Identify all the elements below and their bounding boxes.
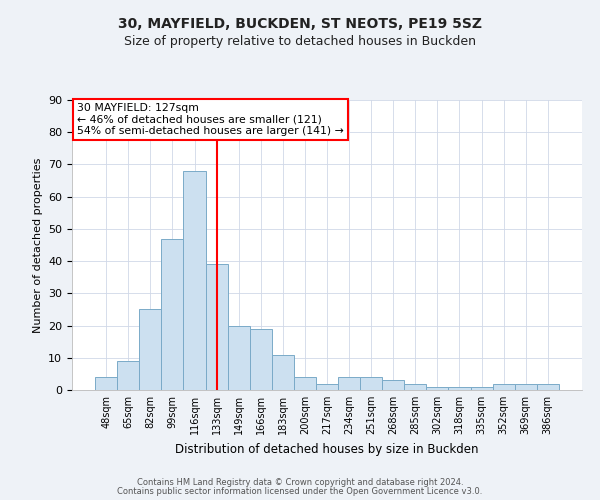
X-axis label: Distribution of detached houses by size in Buckden: Distribution of detached houses by size …: [175, 442, 479, 456]
Bar: [117, 361, 139, 390]
Bar: [404, 384, 427, 390]
Y-axis label: Number of detached properties: Number of detached properties: [32, 158, 43, 332]
Bar: [227, 326, 250, 390]
Bar: [250, 329, 272, 390]
Bar: [448, 387, 470, 390]
Bar: [470, 387, 493, 390]
Text: 30 MAYFIELD: 127sqm
← 46% of detached houses are smaller (121)
54% of semi-detac: 30 MAYFIELD: 127sqm ← 46% of detached ho…: [77, 103, 344, 136]
Bar: [272, 354, 294, 390]
Bar: [161, 238, 184, 390]
Text: 30, MAYFIELD, BUCKDEN, ST NEOTS, PE19 5SZ: 30, MAYFIELD, BUCKDEN, ST NEOTS, PE19 5S…: [118, 18, 482, 32]
Bar: [382, 380, 404, 390]
Bar: [515, 384, 537, 390]
Bar: [206, 264, 227, 390]
Bar: [537, 384, 559, 390]
Bar: [294, 377, 316, 390]
Bar: [316, 384, 338, 390]
Text: Contains public sector information licensed under the Open Government Licence v3: Contains public sector information licen…: [118, 487, 482, 496]
Text: Contains HM Land Registry data © Crown copyright and database right 2024.: Contains HM Land Registry data © Crown c…: [137, 478, 463, 487]
Bar: [139, 310, 161, 390]
Bar: [338, 377, 360, 390]
Bar: [184, 171, 206, 390]
Bar: [360, 377, 382, 390]
Bar: [95, 377, 117, 390]
Text: Size of property relative to detached houses in Buckden: Size of property relative to detached ho…: [124, 35, 476, 48]
Bar: [427, 387, 448, 390]
Bar: [493, 384, 515, 390]
